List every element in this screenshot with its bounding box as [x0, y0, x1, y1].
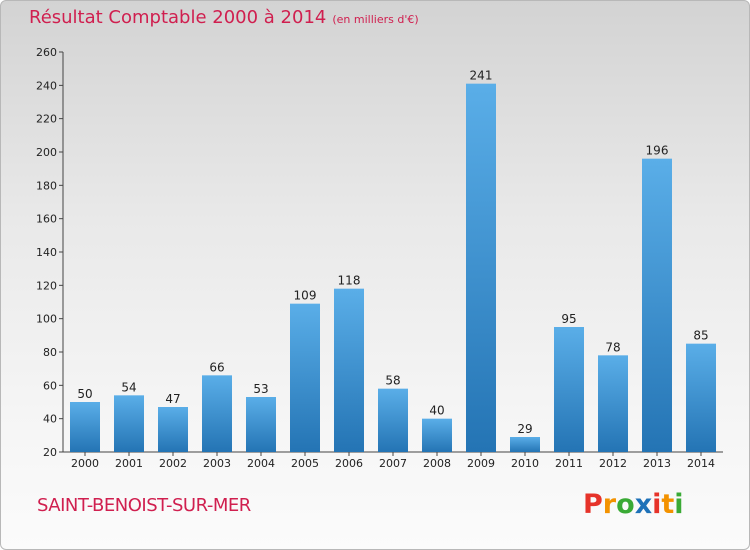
bar-value-label: 78	[605, 340, 620, 354]
bar-layer: 50 54 47 66 53 109 118 58 40 241 29 95 78 196 85	[70, 69, 716, 453]
x-tick-label: 2010	[511, 457, 539, 470]
x-tick-label: 2004	[247, 457, 275, 470]
y-tick-label: 80	[43, 346, 57, 359]
bar-2012	[598, 355, 628, 452]
bar-2003	[202, 375, 232, 452]
bar-2000	[70, 402, 100, 452]
bar-2011	[554, 327, 584, 452]
bar-2009	[466, 83, 496, 453]
x-tick-label: 2002	[159, 457, 187, 470]
bar-value-label: 85	[693, 329, 708, 343]
y-tick-label: 240	[36, 79, 57, 92]
y-tick-label: 20	[43, 446, 57, 459]
y-tick-label: 140	[36, 246, 57, 259]
bar-value-label: 66	[209, 360, 224, 374]
bar-2010	[510, 437, 540, 452]
commune-name: SAINT-BENOIST-SUR-MER	[37, 495, 251, 516]
bar-2014	[686, 343, 716, 452]
x-tick-label: 2008	[423, 457, 451, 470]
bar-2013	[642, 158, 672, 452]
x-tick-label: 2000	[71, 457, 99, 470]
x-tick-label: 2013	[643, 457, 671, 470]
bar-value-label: 40	[429, 404, 444, 418]
bar-value-label: 54	[121, 380, 136, 394]
bar-2007	[378, 388, 408, 452]
x-tick-label: 2014	[687, 457, 715, 470]
bar-value-label: 95	[561, 312, 576, 326]
proxiti-logo: Proxiti	[583, 489, 684, 520]
y-tick-label: 220	[36, 113, 57, 126]
bar-value-label: 47	[165, 392, 180, 406]
x-tick-label: 2012	[599, 457, 627, 470]
bar-2002	[158, 407, 188, 452]
bar-value-label: 196	[646, 144, 669, 158]
y-tick-label: 180	[36, 179, 57, 192]
logo-letter: r	[602, 489, 617, 520]
y-tick-label: 200	[36, 146, 57, 159]
y-tick-label: 40	[43, 413, 57, 426]
bar-value-label: 58	[385, 374, 400, 388]
logo-letter: P	[583, 489, 603, 520]
bar-value-label: 53	[253, 382, 268, 396]
x-tick-label: 2003	[203, 457, 231, 470]
chart-title: Résultat Comptable 2000 à 2014 (en millie…	[29, 7, 419, 28]
bar-2006	[334, 288, 364, 452]
logo-letter: x	[634, 489, 653, 520]
x-tick-label: 2001	[115, 457, 143, 470]
bar-value-label: 109	[294, 289, 317, 303]
bar-2001	[114, 395, 144, 452]
y-tick-label: 160	[36, 213, 57, 226]
y-tick-label: 120	[36, 279, 57, 292]
bar-value-label: 50	[77, 387, 92, 401]
x-tick-label: 2006	[335, 457, 363, 470]
logo-letter: o	[616, 489, 635, 520]
logo-letter: t	[661, 489, 675, 520]
x-tick-label: 2009	[467, 457, 495, 470]
x-tick-label: 2007	[379, 457, 407, 470]
logo-letter: i	[652, 489, 662, 520]
bar-value-label: 118	[338, 274, 361, 288]
y-tick-label: 260	[36, 46, 57, 59]
bar-2005	[290, 303, 320, 452]
bar-value-label: 29	[517, 422, 532, 436]
bar-2004	[246, 397, 276, 452]
bar-value-label: 241	[470, 69, 493, 83]
chart-unit: (en milliers d'€)	[332, 13, 419, 26]
bar-2008	[422, 418, 452, 452]
chart-title-text: Résultat Comptable 2000 à 2014	[29, 7, 327, 28]
x-tick-label: 2005	[291, 457, 319, 470]
y-tick-label: 60	[43, 379, 57, 392]
logo-letter: i	[674, 489, 684, 520]
x-tick-label: 2011	[555, 457, 583, 470]
y-tick-label: 100	[36, 313, 57, 326]
